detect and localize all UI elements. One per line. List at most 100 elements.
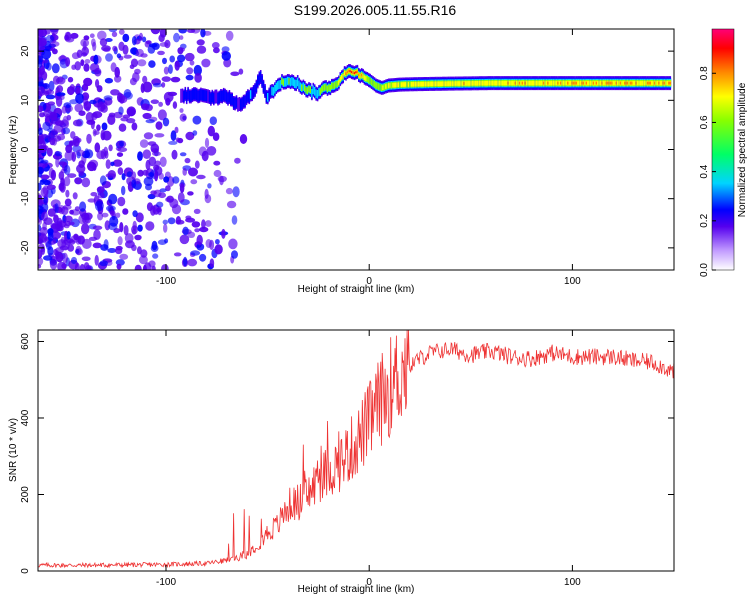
noise-blob: [49, 111, 58, 121]
noise-blob: [74, 103, 84, 113]
noise-blob: [38, 86, 46, 97]
ridge-cell: [451, 81, 454, 86]
noise-blob: [131, 171, 137, 180]
noise-blob: [49, 41, 60, 47]
ridge-cell: [305, 87, 307, 94]
noise-blob: [177, 192, 185, 203]
ridge-cell: [269, 86, 272, 98]
noise-blob: [131, 36, 137, 46]
ridge-cell: [649, 81, 652, 85]
ridge-cell: [561, 80, 563, 86]
noise-blob: [42, 121, 51, 131]
noise-blob: [83, 262, 90, 270]
ridge-cell: [439, 81, 441, 87]
noise-blob: [94, 67, 102, 77]
ridge-cell: [496, 80, 498, 86]
ridge-cell: [434, 81, 437, 87]
noise-blob: [162, 117, 170, 127]
colorbar-tick-label: 0.2: [699, 213, 710, 227]
ridge-cell: [235, 96, 238, 108]
x-tick-label: -100: [156, 577, 176, 588]
ridge-cell: [427, 81, 430, 87]
ridge-cell: [503, 80, 505, 86]
noise-blob: [119, 253, 129, 260]
noise-blob: [225, 187, 233, 195]
noise-blob: [145, 40, 152, 45]
noise-blob: [96, 150, 105, 160]
noise-blob: [179, 152, 187, 157]
ridge-cell: [628, 80, 630, 86]
ridge-cell: [542, 81, 545, 85]
ridge-cell: [318, 87, 320, 97]
noise-blob: [147, 45, 156, 54]
noise-blob: [81, 223, 90, 235]
noise-blob: [178, 29, 187, 34]
ridge-cell: [646, 81, 649, 85]
ridge-cell: [513, 80, 515, 86]
ridge-cell: [302, 82, 305, 91]
noise-blob: [173, 252, 182, 257]
ridge-cell: [518, 81, 521, 85]
ridge-cell: [274, 85, 276, 94]
noise-blob: [38, 232, 44, 241]
ridge-cell: [331, 82, 333, 90]
noise-blob: [158, 101, 164, 107]
noise-blob: [139, 139, 149, 148]
noise-blob: [50, 129, 58, 137]
noise-blob: [38, 205, 44, 211]
ridge-cell: [423, 81, 426, 87]
noise-blob: [83, 77, 93, 87]
ridge-cell: [574, 81, 576, 85]
ridge-cell: [234, 97, 236, 109]
ridge-cell: [285, 77, 288, 87]
noise-blob: [129, 64, 135, 69]
noise-blob: [57, 76, 64, 83]
ridge-cell: [251, 88, 253, 100]
noise-blob: [42, 185, 49, 196]
noise-blob: [62, 127, 71, 135]
ridge-cell: [259, 71, 262, 83]
heatmap-layer: [38, 29, 672, 270]
noise-blob: [171, 149, 178, 160]
noise-blob: [101, 122, 108, 131]
ridge-cell: [271, 86, 273, 96]
noise-blob: [59, 95, 65, 100]
ridge-cell: [443, 81, 445, 86]
ridge-cell: [350, 71, 353, 73]
noise-blob: [238, 68, 244, 75]
noise-blob: [58, 171, 65, 181]
ridge-cell: [400, 82, 403, 87]
ridge-cell: [599, 80, 602, 86]
ridge-cell: [625, 81, 627, 85]
noise-blob: [64, 198, 72, 207]
noise-blob: [118, 106, 124, 115]
ridge-cell: [504, 80, 507, 86]
ridge-cell: [437, 81, 440, 87]
ridge-cell: [190, 90, 192, 102]
ridge-cell: [181, 88, 184, 103]
noise-blob: [151, 240, 158, 251]
noise-blob: [43, 217, 53, 225]
noise-blob: [148, 172, 155, 178]
ridge-cell: [203, 89, 205, 101]
ridge-cell: [612, 80, 615, 86]
noise-blob: [179, 234, 190, 245]
noise-blob: [173, 32, 180, 43]
noise-blob: [199, 226, 209, 233]
ridge-cell: [257, 75, 259, 87]
ridge-cell: [308, 85, 310, 93]
noise-blob: [184, 157, 191, 164]
noise-blob: [165, 97, 171, 106]
noise-blob: [209, 239, 215, 250]
ridge-cell: [507, 81, 509, 85]
ridge-cell: [403, 82, 406, 87]
ridge-cell: [407, 82, 410, 87]
noise-blob: [116, 152, 124, 158]
ridge-cell: [335, 81, 337, 88]
noise-blob: [211, 42, 220, 49]
ridge-cell: [341, 75, 343, 80]
noise-blob: [191, 221, 201, 228]
noise-blob: [108, 29, 118, 33]
spectrogram-xlabel: Height of straight line (km): [298, 284, 415, 295]
